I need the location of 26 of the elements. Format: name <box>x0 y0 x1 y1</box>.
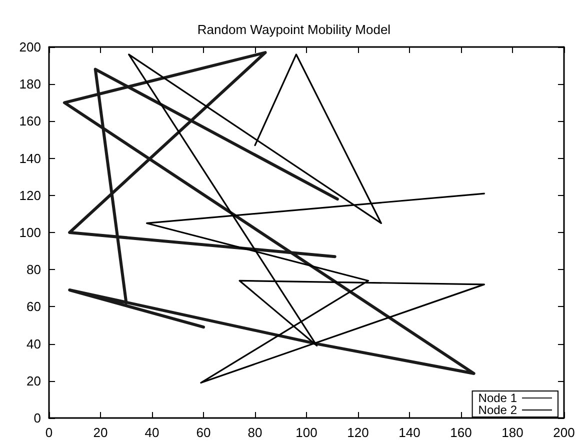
x-tick-label: 0 <box>45 425 53 440</box>
legend-label: Node 2 <box>478 403 518 417</box>
x-tick-label: 160 <box>450 425 472 440</box>
x-tick-label: 140 <box>398 425 420 440</box>
x-tick-label: 180 <box>502 425 524 440</box>
x-tick-label: 120 <box>347 425 369 440</box>
x-tick-label: 40 <box>144 425 160 440</box>
y-tick-label: 140 <box>19 150 41 166</box>
x-tick-label: 100 <box>296 425 318 440</box>
y-tick-label: 20 <box>26 373 41 388</box>
y-tick-label: 40 <box>26 336 41 352</box>
line-series <box>128 54 485 384</box>
y-tick-label: 160 <box>19 114 41 129</box>
y-tick-label: 180 <box>19 76 41 92</box>
y-tick-label: 100 <box>19 225 41 240</box>
y-tick-label: 200 <box>19 40 41 54</box>
x-tick-label: 60 <box>196 425 211 440</box>
chart-title: Random Waypoint Mobility Model <box>197 22 391 37</box>
x-tick-label: 200 <box>553 425 575 440</box>
y-tick-label: 60 <box>26 299 41 314</box>
legend-label: Node 1 <box>478 391 518 405</box>
y-tick-label: 120 <box>19 188 41 203</box>
x-tick-label: 80 <box>248 425 262 440</box>
y-tick-label: 0 <box>34 410 41 426</box>
x-tick-label: 20 <box>93 425 108 440</box>
y-tick-label: 80 <box>26 262 41 278</box>
